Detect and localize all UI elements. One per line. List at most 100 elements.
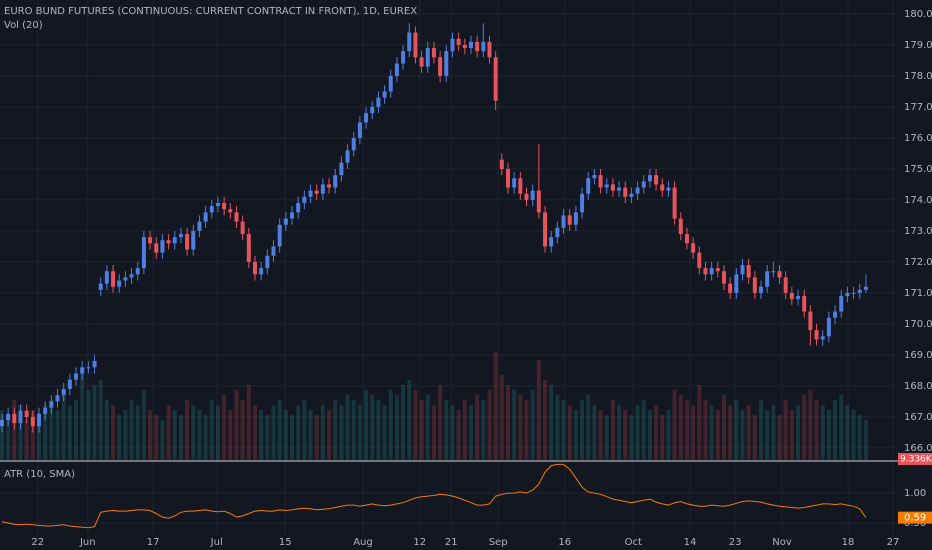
- candle-body: [148, 237, 153, 244]
- candle-body: [715, 268, 720, 272]
- candle-body: [345, 150, 350, 163]
- volume-bar: [697, 385, 702, 460]
- candle-body: [672, 187, 677, 219]
- volume-bar: [80, 370, 85, 460]
- candle-body: [691, 243, 696, 253]
- candle-body: [185, 234, 190, 250]
- candle-body: [808, 311, 813, 331]
- y-tick-label: 167.00: [904, 412, 932, 423]
- candle-body: [376, 97, 381, 107]
- volume-bar: [246, 385, 251, 460]
- candle-body: [351, 137, 356, 151]
- volume-bar: [302, 400, 307, 460]
- volume-bar: [728, 405, 733, 460]
- volume-bar: [394, 395, 399, 460]
- volume-bar: [863, 420, 868, 460]
- candle-body: [277, 224, 282, 247]
- volume-bar: [30, 410, 35, 460]
- volume-bar: [135, 405, 140, 460]
- volume-bar: [555, 395, 560, 460]
- candle-body: [468, 41, 473, 49]
- x-tick-label: 18: [842, 537, 855, 548]
- volume-bar: [561, 400, 566, 460]
- candle-body: [135, 268, 140, 275]
- candle-body: [721, 271, 726, 284]
- volume-bar: [209, 400, 214, 460]
- candle-body: [678, 218, 683, 235]
- y-tick-label: 170.00: [904, 319, 932, 330]
- volume-bar: [580, 400, 585, 460]
- candle-body: [178, 234, 183, 238]
- volume-bar: [43, 405, 48, 460]
- y-tick-label: 168.00: [904, 381, 932, 392]
- candle-body: [487, 41, 492, 58]
- candle-body: [80, 367, 85, 374]
- candle-body: [154, 243, 159, 253]
- candle-body: [49, 401, 54, 408]
- volume-bar: [18, 405, 23, 460]
- candle-body: [55, 395, 60, 402]
- candle-body: [222, 203, 227, 210]
- candle-body: [18, 410, 23, 424]
- candle-body: [684, 234, 689, 244]
- volume-bar: [549, 385, 554, 460]
- candle-body: [283, 218, 288, 225]
- candle-body: [740, 265, 745, 275]
- x-tick-label: Aug: [353, 537, 373, 548]
- volume-bar: [6, 415, 11, 460]
- volume-bar: [715, 410, 720, 460]
- volume-bar: [67, 405, 72, 460]
- candle-body: [697, 252, 702, 269]
- candle-body: [228, 209, 233, 213]
- candle-body: [610, 184, 615, 191]
- candle-body: [777, 271, 782, 278]
- x-tick-label: 16: [558, 537, 571, 548]
- candle-body: [86, 367, 91, 369]
- candle-body: [12, 413, 17, 424]
- volume-bar: [308, 410, 313, 460]
- candle-body: [407, 32, 412, 52]
- candle-body: [604, 184, 609, 188]
- volume-bar: [678, 395, 683, 460]
- volume-bar: [777, 415, 782, 460]
- candle-body: [660, 184, 665, 191]
- volume-bar: [178, 415, 183, 460]
- candle-body: [586, 178, 591, 194]
- volume-bar: [271, 405, 276, 460]
- candle-body: [833, 311, 838, 318]
- volume-bar: [148, 410, 153, 460]
- volume-bar: [339, 405, 344, 460]
- volume-bar: [746, 405, 751, 460]
- label-layer: 166.00167.00168.00169.00170.00171.00172.…: [31, 9, 932, 548]
- candle-body: [259, 268, 264, 275]
- candle-body: [6, 413, 11, 421]
- volume-bar: [814, 400, 819, 460]
- volume-bar: [808, 390, 813, 460]
- atr-value-label: 0.59: [904, 513, 926, 524]
- volume-bar: [487, 390, 492, 460]
- y-tick-label: 173.00: [904, 226, 932, 237]
- candle-body: [141, 237, 146, 269]
- candle-body: [401, 51, 406, 64]
- grid: [0, 0, 898, 535]
- volume-bar: [598, 410, 603, 460]
- volume-tag-label: 9.336K: [900, 455, 932, 465]
- volume-layer: [0, 352, 868, 460]
- volume-bar: [721, 395, 726, 460]
- volume-bar: [573, 410, 578, 460]
- volume-bar: [481, 400, 486, 460]
- y-tick-label: 177.00: [904, 102, 932, 113]
- candle-body: [209, 206, 214, 213]
- candle-body: [493, 57, 498, 101]
- volume-bar: [215, 405, 220, 460]
- volume-bar: [141, 390, 146, 460]
- candle-body: [524, 193, 529, 200]
- candle-body: [580, 193, 585, 213]
- volume-bar: [493, 352, 498, 460]
- volume-bar: [647, 410, 652, 460]
- volume-bar: [388, 390, 393, 460]
- candle-body: [271, 246, 276, 256]
- volume-bar: [567, 405, 572, 460]
- y-tick-label: 175.00: [904, 164, 932, 175]
